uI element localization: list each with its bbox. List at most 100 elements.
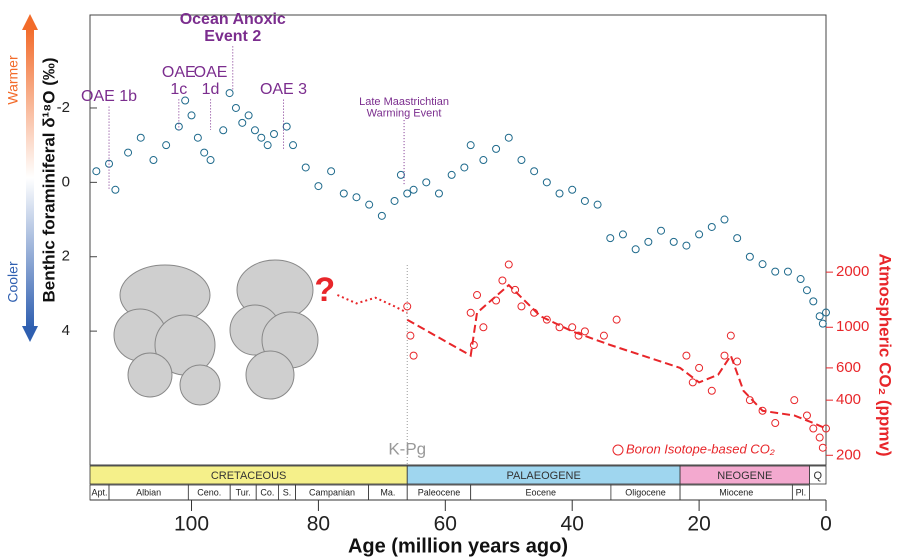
data-point xyxy=(809,424,818,433)
y2-tick-label: 1000 xyxy=(836,318,869,335)
warmer-label: Warmer xyxy=(5,55,21,105)
x-tick-label: 60 xyxy=(434,513,457,536)
data-point xyxy=(282,122,291,131)
data-point xyxy=(802,411,811,420)
data-point xyxy=(263,141,272,150)
data-point xyxy=(733,357,742,366)
data-point xyxy=(124,148,133,157)
data-point xyxy=(504,260,513,269)
data-point xyxy=(682,241,691,250)
data-point xyxy=(517,302,526,311)
plot-frame xyxy=(89,14,827,466)
stage-label: Miocene xyxy=(719,487,753,497)
data-point xyxy=(517,156,526,165)
data-point xyxy=(733,234,742,243)
data-point xyxy=(479,323,488,332)
x-tick-label: 80 xyxy=(307,513,330,536)
trend-line xyxy=(336,294,408,314)
data-point xyxy=(822,308,830,317)
data-point xyxy=(574,331,583,340)
annotation-label: Ocean Anoxic xyxy=(180,11,286,28)
data-point xyxy=(181,96,190,105)
data-point xyxy=(406,331,415,340)
y2-tick-label: 200 xyxy=(836,446,861,463)
data-point xyxy=(403,302,412,311)
data-point xyxy=(479,156,488,165)
data-point xyxy=(447,170,456,179)
x-tick-label: 40 xyxy=(561,513,584,536)
annotation-label: Late Maastrichtian xyxy=(359,96,449,108)
data-point xyxy=(244,111,253,120)
data-point xyxy=(669,237,678,246)
data-point xyxy=(606,234,615,243)
data-point xyxy=(149,156,158,165)
data-point xyxy=(631,245,640,254)
data-point xyxy=(466,308,475,317)
annotation-label: 1d xyxy=(202,81,220,98)
data-point xyxy=(257,133,266,142)
data-point xyxy=(720,351,729,360)
data-point xyxy=(390,196,399,205)
x-tick-label: 100 xyxy=(174,513,209,536)
y-tick-label: 4 xyxy=(62,322,70,339)
data-point xyxy=(511,285,520,294)
data-point xyxy=(187,111,196,120)
data-point xyxy=(568,185,577,194)
data-point xyxy=(219,126,228,135)
data-point xyxy=(688,378,697,387)
annotation-label: Warming Event xyxy=(367,107,442,119)
data-point xyxy=(352,193,361,202)
data-point xyxy=(809,297,818,306)
annotation-label: OAE xyxy=(194,64,228,81)
data-point xyxy=(682,351,691,360)
data-point xyxy=(815,433,824,442)
annotation-label: 1c xyxy=(170,81,187,98)
y-tick-label: 2 xyxy=(62,248,70,265)
y2-tick-label: 2000 xyxy=(836,263,869,280)
data-point xyxy=(542,178,551,187)
data-point xyxy=(802,286,811,295)
annotation-label: OAE xyxy=(162,64,196,81)
data-point xyxy=(270,130,278,139)
y-axis-label: Benthic foraminiferal δ¹⁸O (‰) xyxy=(39,57,58,302)
data-point xyxy=(593,200,602,209)
stage-label: Campanian xyxy=(309,487,355,497)
data-point xyxy=(409,185,418,194)
data-point xyxy=(644,237,653,246)
stage-label: Eocene xyxy=(526,487,557,497)
data-point xyxy=(815,312,824,321)
data-point xyxy=(498,276,507,285)
data-point xyxy=(206,156,215,165)
data-point xyxy=(238,118,247,127)
data-point xyxy=(466,141,475,150)
data-point xyxy=(289,141,298,150)
stage-label: Ma. xyxy=(380,487,395,497)
data-point xyxy=(707,222,716,231)
data-point xyxy=(618,230,627,239)
stage-label: Ceno. xyxy=(197,487,221,497)
y2-tick-label: 600 xyxy=(836,359,861,376)
stage-label: S. xyxy=(283,487,292,497)
data-point xyxy=(250,126,259,135)
data-point xyxy=(473,291,482,300)
data-point xyxy=(460,163,469,172)
stage-label: Oligocene xyxy=(625,487,666,497)
data-point xyxy=(409,351,418,360)
data-point xyxy=(726,331,735,340)
cooler-label: Cooler xyxy=(5,261,21,303)
y2-axis-label: Atmospheric CO₂ (ppmv) xyxy=(876,253,895,456)
data-point xyxy=(555,323,564,332)
legend-marker xyxy=(612,444,624,456)
data-point xyxy=(796,275,805,284)
data-point xyxy=(771,419,780,428)
data-point xyxy=(136,133,145,142)
data-point xyxy=(327,167,336,176)
data-point xyxy=(225,89,234,98)
data-point xyxy=(111,185,120,194)
data-point xyxy=(599,331,608,340)
data-point xyxy=(720,215,729,224)
period-band xyxy=(809,465,827,485)
data-point xyxy=(422,178,431,187)
annotation-label: ? xyxy=(314,271,335,309)
